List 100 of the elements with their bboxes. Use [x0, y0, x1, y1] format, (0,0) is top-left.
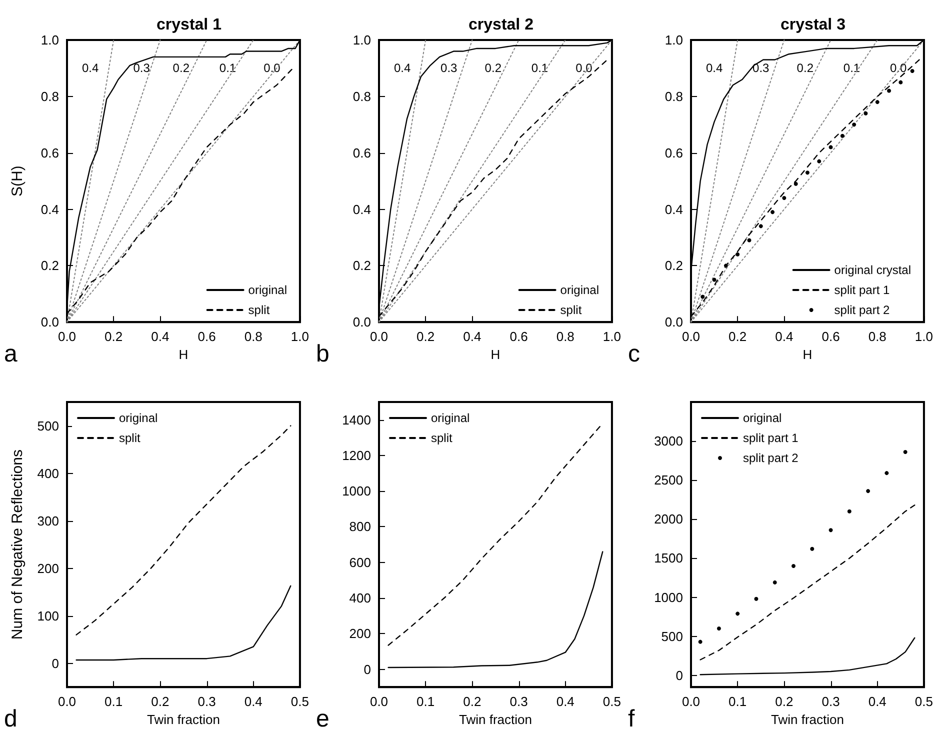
y-tick-label: 400: [37, 466, 59, 481]
x-tick-label: 0.0: [682, 329, 700, 344]
legend-label: split: [248, 303, 270, 317]
x-tick-label: 0.0: [682, 694, 700, 710]
y-tick-label: 300: [37, 513, 59, 528]
y-tick-label: 0.6: [40, 145, 59, 160]
y-tick-label: 1.0: [40, 32, 59, 48]
y-tick-label: 0: [676, 668, 683, 683]
x-tick-label: 0.3: [510, 694, 528, 710]
y-tick-label: 0.2: [40, 258, 59, 274]
legend-label: original: [560, 283, 600, 297]
annotation: 0.0: [576, 61, 593, 76]
x-tick-label: 0.6: [198, 329, 216, 344]
x-axis-title: H: [802, 347, 812, 362]
legend-label: original crystal: [834, 263, 912, 277]
x-tick-label: 0.5: [602, 694, 622, 710]
x-tick-label: 0.3: [198, 694, 216, 710]
x-axis-title: Twin fraction: [146, 712, 220, 727]
y-tick-label: 0.4: [664, 202, 683, 217]
y-tick-label: 1.0: [664, 32, 683, 48]
y-tick-label: 1500: [654, 550, 683, 566]
text: c: [628, 340, 640, 368]
x-tick-label: 0.1: [728, 694, 747, 710]
legend-label: split part 1: [743, 431, 799, 445]
text: d: [4, 706, 18, 731]
x-tick-label: 0.0: [370, 329, 388, 344]
annotation: 0.3: [133, 61, 150, 76]
legend-label: original: [119, 411, 158, 425]
y-tick-label: 0.0: [40, 314, 59, 330]
x-tick-label: 0.4: [463, 329, 482, 344]
chart-title: crystal 2: [468, 16, 534, 34]
x-tick-label: 0.2: [104, 329, 123, 344]
x-tick-label: 0.0: [58, 329, 76, 344]
x-tick-label: 0.1: [104, 694, 123, 710]
x-tick-label: 0.0: [370, 694, 388, 710]
legend-label: original: [248, 283, 288, 297]
annotation: 0.2: [484, 61, 502, 76]
y-tick-label: 1000: [342, 484, 371, 499]
y-tick-label: 1200: [342, 448, 371, 463]
y-tick-label: 0.8: [40, 88, 59, 104]
x-tick-label: 0.5: [914, 694, 934, 710]
x-tick-label: 0.6: [822, 329, 840, 344]
x-tick-label: 0.4: [244, 694, 262, 710]
y-tick-label: 200: [349, 626, 371, 642]
x-tick-label: 0.2: [416, 329, 435, 344]
text: e: [316, 706, 330, 731]
x-axis-title: H: [178, 347, 188, 362]
annotation: 0.2: [172, 61, 190, 76]
annotation: 0.4: [82, 61, 99, 76]
x-tick-label: 0.8: [868, 329, 886, 344]
text: f: [628, 706, 635, 731]
x-tick-label: 0.8: [556, 329, 574, 344]
x-tick-label: 0.6: [510, 329, 528, 344]
y-tick-label: 800: [349, 519, 371, 534]
annotation: 0.0: [264, 61, 281, 76]
x-tick-label: 0.5: [290, 694, 310, 710]
y-tick-label: 1000: [654, 590, 683, 605]
annotation: 0.2: [796, 61, 814, 76]
annotation: 0.1: [843, 61, 860, 76]
x-tick-label: 1.0: [290, 329, 310, 344]
x-tick-label: 0.1: [416, 694, 435, 710]
annotation: 0.4: [394, 61, 411, 76]
y-tick-label: 0.0: [352, 314, 371, 330]
y-tick-label: 3000: [654, 434, 683, 449]
y-tick-label: 500: [661, 628, 683, 644]
y-tick-label: 0.6: [352, 145, 371, 160]
legend-label: split part 2: [743, 451, 799, 465]
y-tick-label: 0.0: [664, 314, 683, 330]
text: b: [316, 340, 330, 368]
y-tick-label: 600: [349, 554, 371, 570]
y-tick-label: 400: [349, 590, 371, 606]
x-axis-title: Twin fraction: [770, 712, 844, 727]
x-axis-title: Twin fraction: [458, 712, 532, 727]
y-tick-label: 200: [37, 560, 59, 576]
y-tick-label: 0.8: [664, 88, 683, 104]
y-tick-label: 0.2: [352, 258, 371, 274]
x-tick-label: 0.2: [151, 694, 170, 710]
y-tick-label: 0.2: [664, 258, 683, 274]
legend-label: original: [431, 411, 470, 425]
x-tick-label: 1.0: [914, 329, 934, 344]
annotation: 0.4: [706, 61, 723, 76]
x-tick-label: 1.0: [602, 329, 622, 344]
x-tick-label: 0.8: [244, 329, 262, 344]
x-tick-label: 0.2: [463, 694, 482, 710]
chart-title: crystal 1: [156, 16, 222, 34]
x-tick-label: 0.2: [728, 329, 747, 344]
legend-label: original: [743, 411, 782, 425]
x-tick-label: 0.3: [822, 694, 840, 710]
x-tick-label: 0.4: [868, 694, 886, 710]
x-axis-title: H: [490, 347, 500, 362]
annotation: 0.0: [890, 61, 907, 76]
annotation: 0.1: [531, 61, 548, 76]
legend-label: split: [119, 431, 142, 445]
y-tick-label: 2000: [654, 512, 683, 527]
annotation: 0.3: [440, 61, 458, 76]
legend-label: split part 1: [834, 283, 890, 297]
legend-label: split: [560, 303, 582, 317]
x-tick-label: 0.4: [556, 694, 574, 710]
y-tick-label: 2500: [654, 472, 683, 488]
annotation: 0.1: [219, 61, 236, 76]
